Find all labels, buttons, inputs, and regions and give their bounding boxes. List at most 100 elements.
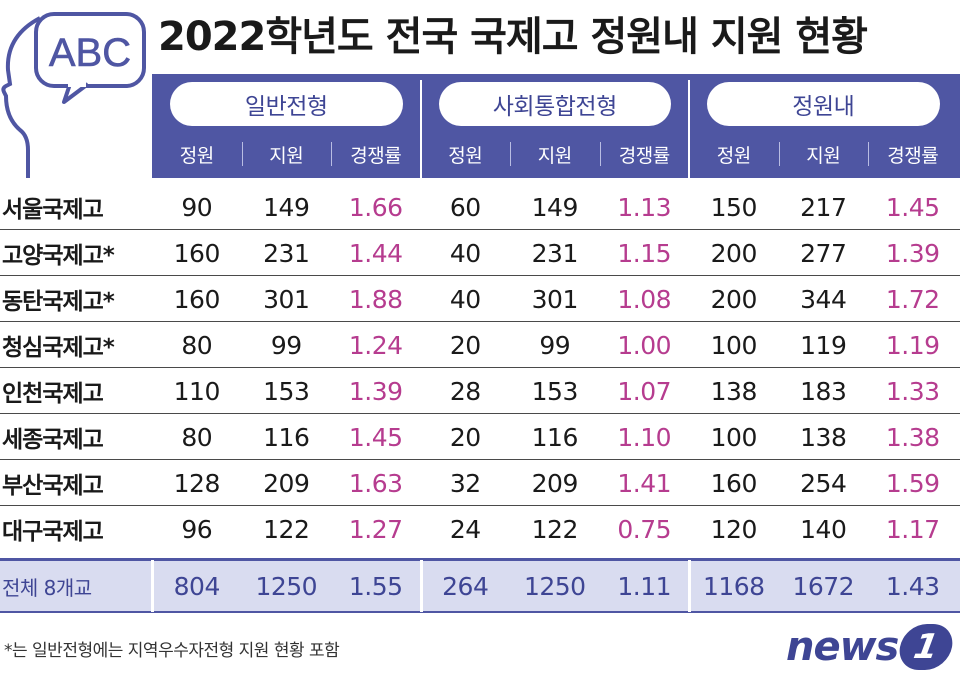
group-header: 사회통합전형 [438,82,671,126]
table-cell: 28 [449,376,481,406]
table-cell: 120 [710,514,758,544]
column-subheader: 지원 [806,144,841,167]
news1-logo-icon: news 1 [786,620,957,674]
table-cell: 301 [263,284,310,314]
table-cell: 119 [800,330,847,360]
footnote: *는 일반전형에는 지역우수자전형 지원 현황 포함 [4,641,340,661]
row-divider [0,275,960,276]
table-cell-rate: 1.44 [348,238,403,268]
table-cell: 149 [531,192,579,222]
table-row-school: 고양국제고* [2,243,115,269]
table-cell-rate: 1.72 [885,284,940,314]
table-cell-rate: 1.59 [885,468,940,498]
table-cell-rate: 1.19 [885,330,940,360]
total-cell: 1168 [702,571,765,601]
table-cell: 99 [539,330,571,360]
table-row-school: 인천국제고 [2,381,104,407]
brand-wordmark: news [786,624,899,670]
table-cell: 301 [531,284,579,314]
abc-badge-text: ABC [49,31,131,75]
row-divider [0,367,960,368]
total-cell: 1672 [792,571,855,601]
column-subheader: 정원 [179,144,214,167]
table-cell-rate: 1.88 [348,284,403,314]
brand-badge: 1 [896,624,957,670]
total-cell: 1.11 [617,571,672,601]
row-divider [0,459,960,460]
table-cell-rate: 1.24 [348,330,403,360]
table-row-school: 동탄국제고* [2,289,115,315]
table-cell: 100 [710,330,758,360]
table-cell: 128 [173,468,221,498]
total-cell: 1250 [255,571,318,601]
table-row-school: 대구국제고 [2,519,104,545]
subheader-divider [599,142,601,166]
table-cell-rate: 1.63 [348,468,403,498]
table-cell: 160 [710,468,758,498]
table-cell-rate: 1.08 [617,284,672,314]
table-cell: 183 [800,376,847,406]
table-cell: 160 [173,238,221,268]
group-separator [688,80,690,178]
table-row-school: 서울국제고 [2,197,104,223]
total-row-band [0,560,960,612]
table-cell: 138 [710,376,758,406]
table-cell-rate: 1.27 [348,514,403,544]
table-cell: 231 [531,238,579,268]
table-cell-rate: 1.13 [617,192,672,222]
table-cell: 60 [449,192,481,222]
total-row-group-separator [688,560,691,612]
table-cell: 40 [449,238,481,268]
total-cell: 1.43 [885,571,940,601]
table-cell-rate: 1.45 [348,422,403,452]
total-row-bottom-rule [0,611,960,613]
table-cell: 99 [270,330,302,360]
table-cell: 200 [710,284,758,314]
table-cell-rate: 1.66 [348,192,403,222]
table-cell: 153 [531,376,579,406]
table-cell: 32 [449,468,481,498]
table-cell-rate: 1.07 [617,376,672,406]
table-cell: 96 [181,514,213,544]
total-cell: 1.55 [348,571,403,601]
column-subheader: 지원 [269,144,304,167]
table-cell-rate: 0.75 [617,514,672,544]
group-header: 일반전형 [170,82,403,126]
table-cell: 149 [263,192,310,222]
table-cell: 116 [531,422,579,452]
table-cell-rate: 1.33 [885,376,940,406]
column-subheader: 지원 [537,144,572,167]
total-row-group-separator [419,560,423,612]
subheader-divider [331,142,332,166]
table-cell: 254 [800,468,847,498]
total-cell: 1250 [523,571,586,601]
total-row-top-rule [0,558,960,561]
row-divider [0,229,960,230]
table-cell: 209 [263,468,310,498]
subheader-divider [510,142,511,166]
table-cell: 20 [449,422,481,452]
table-cell-rate: 1.45 [885,192,940,222]
table-cell-rate: 1.15 [617,238,672,268]
table-cell: 40 [449,284,481,314]
column-subheader: 경쟁률 [618,144,670,167]
table-cell: 160 [173,284,221,314]
table-cell: 122 [531,514,579,544]
table-cell: 122 [263,514,310,544]
table-cell: 116 [263,422,310,452]
group-separator [419,80,422,178]
table-cell: 110 [173,376,221,406]
table-cell: 80 [181,330,213,360]
table-cell: 277 [800,238,847,268]
subheader-divider [868,142,869,166]
table-cell-rate: 1.41 [617,468,672,498]
row-divider [0,413,960,414]
table-cell: 140 [800,514,847,544]
group-header: 정원내 [707,82,940,126]
table-cell: 138 [800,422,847,452]
table-cell: 344 [800,284,847,314]
table-cell-rate: 1.39 [885,238,940,268]
table-row-school: 청심국제고* [2,335,115,361]
total-cell: 804 [173,571,221,601]
table-cell: 100 [710,422,758,452]
